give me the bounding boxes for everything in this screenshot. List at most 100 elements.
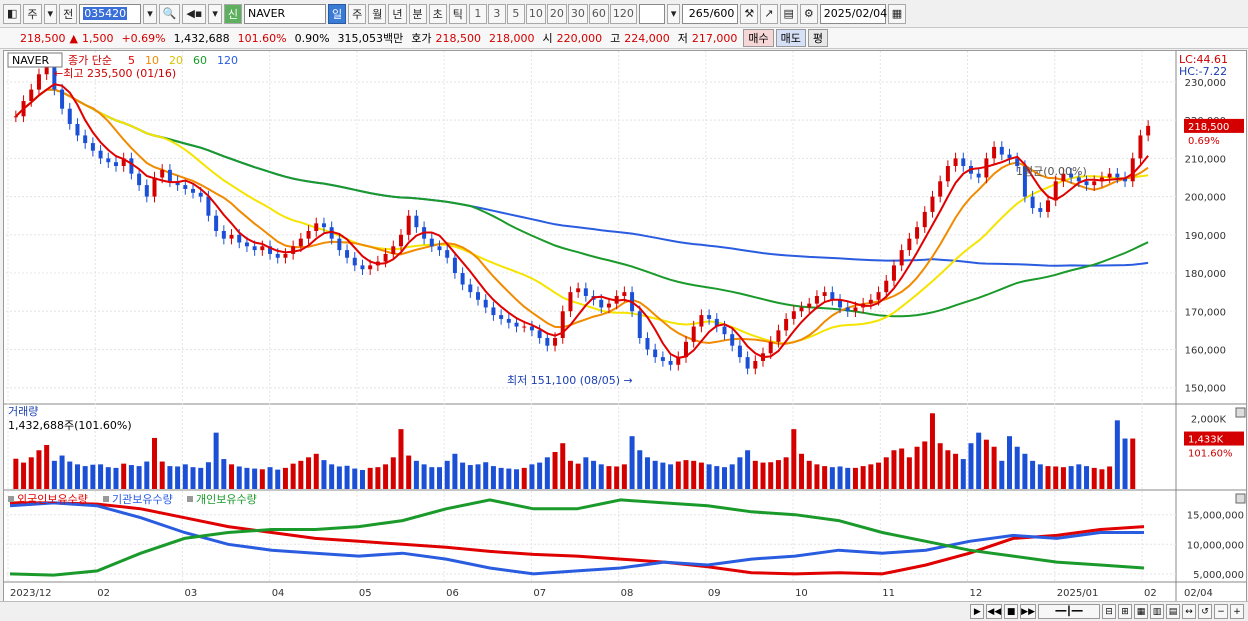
candle-body <box>368 265 373 270</box>
new-badge[interactable]: 신 <box>223 3 242 24</box>
layout-icon[interactable]: ▥ <box>1150 604 1164 619</box>
volume-bar <box>467 465 473 489</box>
period-tab[interactable]: 주 <box>348 3 367 24</box>
reset-icon[interactable]: ↺ <box>1198 604 1212 619</box>
volume-bar <box>136 466 142 489</box>
candle-body <box>1092 181 1097 186</box>
pan-icon[interactable]: ↔ <box>1182 604 1196 619</box>
minus-icon[interactable]: − <box>1214 604 1228 619</box>
ma-legend-item: 120 <box>217 54 238 67</box>
x-tick-label: 11 <box>882 588 895 599</box>
stock-code-input[interactable]: 035420 <box>79 3 142 24</box>
save-icon[interactable]: ▤ <box>779 3 798 24</box>
interval-tab[interactable]: 10 <box>525 3 546 24</box>
interval-tab[interactable]: 20 <box>546 3 567 24</box>
period-tab[interactable]: 초 <box>428 3 447 24</box>
chevron-down-icon[interactable]: ▾ <box>43 3 58 24</box>
volume-bar <box>1068 466 1074 489</box>
candle-body <box>83 135 88 144</box>
holding-tick-label: 15,000,000 <box>1187 511 1244 522</box>
stock-chart-svg[interactable]: 230,000220,000210,000200,000190,000180,0… <box>4 51 1246 601</box>
volume-bar <box>922 441 928 489</box>
interval-tab[interactable]: 60 <box>588 3 609 24</box>
period-tab[interactable]: 월 <box>368 3 387 24</box>
stock-name-field[interactable]: NAVER <box>244 3 326 24</box>
buy-button[interactable]: 매수 <box>743 29 774 47</box>
close-icon <box>1235 407 1246 418</box>
interval-tab[interactable]: 3 <box>487 3 506 24</box>
volume-bar <box>1037 464 1043 489</box>
volume-bar <box>906 457 912 489</box>
code-dropdown-icon[interactable]: ▾ <box>143 3 157 24</box>
tools-icon[interactable]: ⚒ <box>740 3 759 24</box>
zoom-in-icon[interactable]: ⊞ <box>1118 604 1132 619</box>
sell-button[interactable]: 매도 <box>775 29 806 47</box>
forward-icon[interactable]: ▶▶ <box>1020 604 1036 619</box>
candle-body <box>691 326 696 342</box>
candle-body <box>522 326 527 328</box>
volume-bar <box>614 466 620 489</box>
x-tick-label: 12 <box>970 588 983 599</box>
count-field[interactable]: 265/600 <box>682 3 739 24</box>
period-tab[interactable]: 분 <box>408 3 427 24</box>
draw-icon[interactable]: ↗ <box>760 3 778 24</box>
volume-bar <box>675 461 681 489</box>
volume-bar <box>267 467 273 489</box>
plus-icon[interactable]: + <box>1230 604 1244 619</box>
period-tab[interactable]: 일 <box>328 3 347 24</box>
x-tick-label: 05 <box>359 588 372 599</box>
candle-body <box>1038 208 1043 212</box>
stop-icon[interactable]: ■ <box>1004 604 1019 619</box>
interval-tab[interactable]: 5 <box>506 3 525 24</box>
volume-bar <box>398 429 404 489</box>
scroll-slider[interactable]: ━━┃━━ <box>1038 604 1100 619</box>
volume-bar <box>167 466 173 489</box>
volume-bar <box>44 444 50 489</box>
interval-custom-field[interactable] <box>638 3 665 24</box>
date-field[interactable]: 2025/02/04 <box>819 3 887 24</box>
split-icon[interactable]: ▤ <box>1166 604 1180 619</box>
candle-body <box>683 341 688 358</box>
interval-tab[interactable]: 1 <box>468 3 487 24</box>
search-icon[interactable]: 🔍 <box>158 3 181 24</box>
interval-dropdown-icon[interactable]: ▾ <box>666 3 681 24</box>
candle-body <box>229 234 234 239</box>
period-tab[interactable]: 년 <box>388 3 407 24</box>
candle-body <box>676 357 681 365</box>
interval-tab[interactable]: 30 <box>567 3 588 24</box>
interval-tab[interactable]: 120 <box>609 3 637 24</box>
open-label: 시 <box>542 32 553 45</box>
volume-bar <box>644 457 650 489</box>
rewind-icon[interactable]: ◀◀ <box>986 604 1003 619</box>
window-icon[interactable]: ◧ <box>3 3 22 24</box>
volume-bar <box>28 457 34 489</box>
volume-bar <box>945 450 951 489</box>
volume-bar <box>1014 446 1020 489</box>
volume-bar <box>860 466 866 489</box>
grid-icon[interactable]: ▦ <box>1134 604 1148 619</box>
legend-marker <box>187 496 193 502</box>
candle-body <box>36 74 41 90</box>
candle-body <box>352 257 357 266</box>
prev-button[interactable]: 전 <box>59 3 78 24</box>
volume-bar <box>883 457 889 489</box>
volume-bar <box>159 461 165 489</box>
candle-body <box>553 338 558 346</box>
speaker-icon[interactable]: ◀▪ <box>182 3 207 24</box>
avg-button[interactable]: 평 <box>807 29 829 47</box>
volume-bar <box>244 467 250 489</box>
zoom-out-icon[interactable]: ⊟ <box>1102 604 1116 619</box>
volume-bar <box>1122 438 1128 489</box>
period-type-select[interactable]: 주 <box>23 3 42 24</box>
volume-bar <box>567 460 573 489</box>
chart-area[interactable]: 230,000220,000210,000200,000190,000180,0… <box>3 50 1247 602</box>
speaker-dropdown-icon[interactable]: ▾ <box>208 3 222 24</box>
play-icon[interactable]: ▶ <box>970 604 985 619</box>
period-tab[interactable]: 틱 <box>448 3 467 24</box>
calendar-icon[interactable]: ▦ <box>887 3 907 24</box>
candle-body <box>1061 173 1066 182</box>
gear-icon[interactable]: ⚙ <box>799 3 818 24</box>
holding-legend-item: 기관보유수량 <box>112 493 173 506</box>
current-price: 218,500 <box>20 31 66 45</box>
volume-bar <box>182 464 188 489</box>
